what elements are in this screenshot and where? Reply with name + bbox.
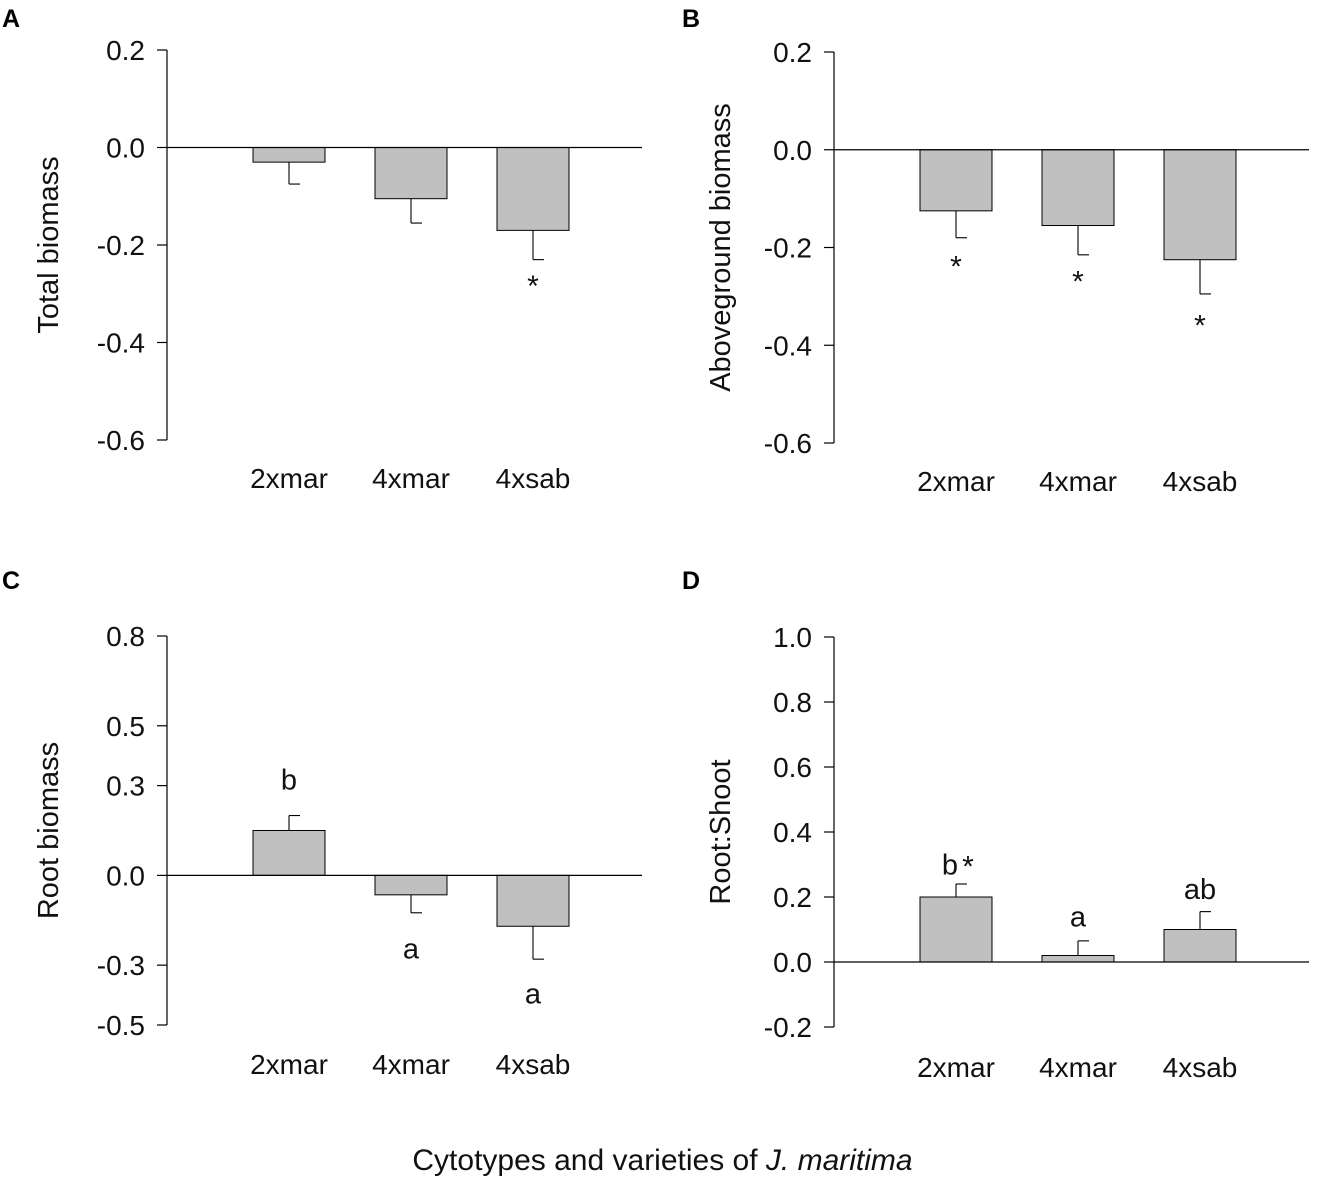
bar-c-4xsab bbox=[496, 874, 570, 927]
panel-a: A 0.2 0.0 -0.2 -0.4 -0.6 Total biomass 2xmar 4xm… bbox=[2, 5, 642, 494]
y-tick-label-a-1: 0.0 bbox=[106, 133, 145, 164]
y-tick-label-b-3: -0.4 bbox=[764, 330, 812, 361]
bar-b-2xmar bbox=[919, 149, 993, 212]
y-axis-title-b: Aboveground biomass bbox=[705, 103, 737, 392]
error-bar-d-4xmar bbox=[1077, 940, 1089, 956]
x-tick-label-a-4xsab: 4xsab bbox=[496, 463, 571, 494]
y-tick-label-c-3: 0.0 bbox=[106, 860, 145, 891]
error-bar-d-4xsab bbox=[1199, 911, 1211, 930]
annotation-c-0: b bbox=[281, 765, 297, 797]
y-tick-label-c-0: 0.8 bbox=[106, 621, 145, 652]
y-tick-label-b-2: -0.2 bbox=[764, 233, 812, 264]
panel-d: D 1.0 0.8 0.6 0.4 0.2 0.0 -0.2 Root:Shoot 2xmar 4x… bbox=[682, 567, 1309, 1083]
y-tick-label-d-1: 0.8 bbox=[773, 687, 812, 718]
annotation-d-2: a bbox=[1070, 902, 1087, 934]
error-bar-c-4xmar bbox=[410, 894, 422, 914]
panel-label-a: A bbox=[2, 5, 20, 33]
panel-b: B 0.2 0.0 -0.2 -0.4 -0.6 Aboveground biomass 2x… bbox=[682, 5, 1309, 497]
y-tick-label-b-4: -0.6 bbox=[764, 428, 812, 459]
error-bar-b-2xmar bbox=[955, 210, 967, 239]
error-bar-b-4xmar bbox=[1077, 225, 1089, 256]
x-tick-label-d-4xmar: 4xmar bbox=[1039, 1052, 1117, 1083]
bar-d-4xsab bbox=[1163, 929, 1237, 963]
y-tick-label-c-1: 0.5 bbox=[106, 711, 145, 742]
y-tick-label-a-3: -0.4 bbox=[97, 328, 145, 359]
caption-prefix: Cytotypes and varieties of bbox=[412, 1144, 766, 1177]
y-tick-label-a-2: -0.2 bbox=[97, 230, 145, 261]
bar-a-4xsab bbox=[496, 147, 570, 231]
annotation-d-1: * bbox=[962, 851, 974, 884]
y-tick-label-d-2: 0.6 bbox=[773, 752, 812, 783]
bar-c-2xmar bbox=[252, 830, 326, 876]
panel-label-c: C bbox=[2, 567, 20, 595]
bar-b-4xsab bbox=[1163, 149, 1237, 261]
bar-d-2xmar bbox=[919, 896, 993, 963]
panel-label-d: D bbox=[682, 567, 700, 595]
y-tick-label-d-6: -0.2 bbox=[764, 1012, 812, 1043]
error-bar-d-2xmar bbox=[955, 883, 967, 897]
y-tick-label-c-2: 0.3 bbox=[106, 771, 145, 802]
y-axis-title-a: Total biomass bbox=[33, 156, 65, 333]
y-tick-label-a-0: 0.2 bbox=[106, 35, 145, 66]
error-bar-b-4xsab bbox=[1199, 259, 1211, 295]
x-tick-label-b-4xsab: 4xsab bbox=[1163, 466, 1238, 497]
annotation-b-2: * bbox=[1194, 309, 1206, 342]
panel-label-b: B bbox=[682, 5, 700, 33]
y-tick-label-d-3: 0.4 bbox=[773, 817, 812, 848]
panel-c: C 0.8 0.5 0.3 0.0 -0.3 -0.5 Root biomass 2xmar 4x… bbox=[2, 567, 642, 1080]
y-tick-label-d-5: 0.0 bbox=[773, 947, 812, 978]
y-tick-label-c-4: -0.3 bbox=[97, 950, 145, 981]
y-tick-label-d-4: 0.2 bbox=[773, 882, 812, 913]
bar-c-4xmar bbox=[374, 874, 448, 896]
error-bar-c-2xmar bbox=[288, 814, 300, 831]
x-tick-label-a-4xmar: 4xmar bbox=[372, 463, 450, 494]
annotation-d-0: b bbox=[942, 850, 958, 882]
caption-species: J. maritima bbox=[765, 1144, 913, 1177]
annotation-c-1: a bbox=[403, 934, 420, 966]
annotation-c-2: a bbox=[525, 979, 542, 1011]
annotation-a-0: * bbox=[527, 270, 539, 303]
bar-a-4xmar bbox=[374, 147, 448, 200]
x-tick-label-d-2xmar: 2xmar bbox=[917, 1052, 995, 1083]
bar-a-2xmar bbox=[252, 147, 326, 163]
x-tick-label-a-2xmar: 2xmar bbox=[250, 463, 328, 494]
annotation-b-0: * bbox=[950, 251, 962, 284]
annotation-d-3: ab bbox=[1184, 874, 1216, 906]
y-axis-title-d: Root:Shoot bbox=[705, 759, 737, 904]
figure-caption: Cytotypes and varieties of J. maritima bbox=[0, 1144, 1325, 1178]
x-tick-label-c-4xmar: 4xmar bbox=[372, 1049, 450, 1080]
y-tick-label-a-4: -0.6 bbox=[97, 425, 145, 456]
x-tick-label-b-4xmar: 4xmar bbox=[1039, 466, 1117, 497]
y-tick-label-d-0: 1.0 bbox=[773, 622, 812, 653]
y-tick-label-b-0: 0.2 bbox=[773, 37, 812, 68]
y-tick-label-c-5: -0.5 bbox=[97, 1010, 145, 1041]
bar-b-4xmar bbox=[1041, 149, 1115, 227]
error-bar-a-4xsab bbox=[532, 230, 544, 261]
y-tick-label-b-1: 0.0 bbox=[773, 135, 812, 166]
error-bar-c-4xsab bbox=[532, 926, 544, 960]
x-tick-label-b-2xmar: 2xmar bbox=[917, 466, 995, 497]
y-axis-title-c: Root biomass bbox=[33, 742, 65, 919]
x-tick-label-c-2xmar: 2xmar bbox=[250, 1049, 328, 1080]
x-tick-label-d-4xsab: 4xsab bbox=[1163, 1052, 1238, 1083]
error-bar-a-2xmar bbox=[288, 162, 300, 185]
bar-d-4xmar bbox=[1041, 955, 1115, 963]
x-tick-label-c-4xsab: 4xsab bbox=[496, 1049, 571, 1080]
annotation-b-1: * bbox=[1072, 265, 1084, 298]
error-bar-a-4xmar bbox=[410, 198, 422, 224]
